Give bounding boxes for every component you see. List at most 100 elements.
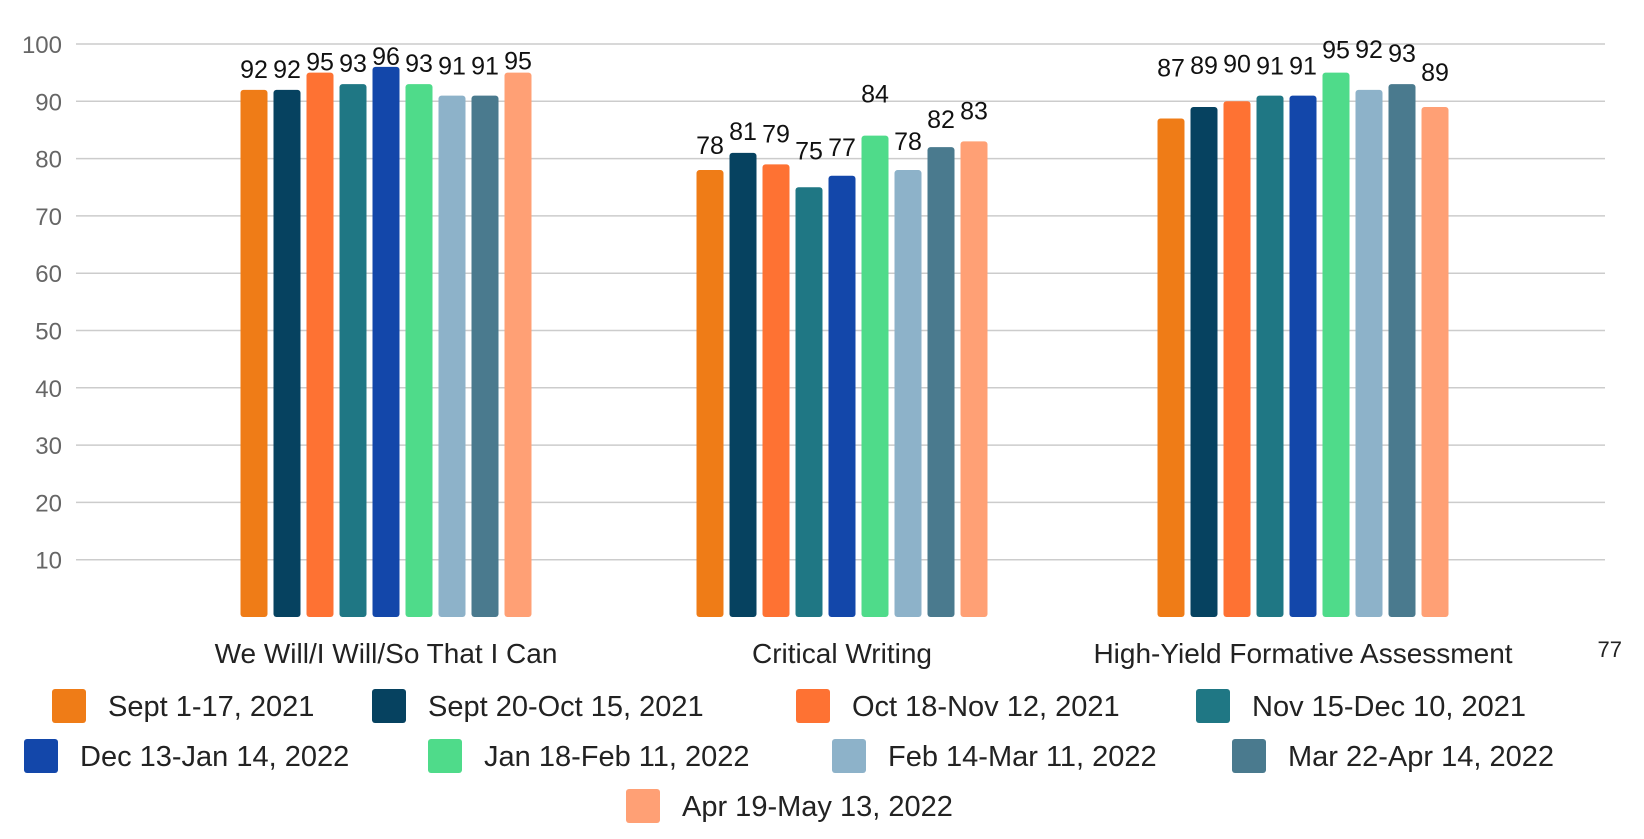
x-category-label: We Will/I Will/So That I Can — [215, 638, 558, 669]
legend-item: Sept 20-Oct 15, 2021 — [372, 689, 704, 723]
legend-swatch — [1232, 739, 1266, 773]
stray-annotation: 77 — [1598, 637, 1622, 662]
data-label: 89 — [1421, 59, 1449, 87]
data-label: 90 — [1223, 50, 1251, 78]
data-label: 93 — [339, 50, 367, 78]
data-label: 91 — [1256, 53, 1284, 81]
bar — [762, 164, 790, 617]
bar — [894, 170, 922, 617]
bar — [1289, 95, 1317, 617]
legend-swatch — [24, 739, 58, 773]
x-category-label: High-Yield Formative Assessment — [1093, 638, 1512, 669]
bar — [1223, 101, 1251, 618]
bar — [795, 187, 823, 617]
bars — [240, 66, 1449, 618]
bar — [504, 72, 532, 617]
data-label: 79 — [762, 120, 790, 148]
legend: Sept 1-17, 2021 Sept 20-Oct 15, 2021 Oct 1… — [24, 689, 1554, 823]
y-tick-label: 30 — [35, 433, 62, 460]
y-tick-label: 20 — [35, 490, 62, 517]
legend-label: Jan 18-Feb 11, 2022 — [484, 741, 750, 773]
data-label: 92 — [240, 56, 268, 84]
legend-label: Sept 1-17, 2021 — [108, 691, 314, 723]
y-tick-label: 60 — [35, 261, 62, 288]
legend-swatch — [428, 739, 462, 773]
legend-swatch — [1196, 689, 1230, 723]
bar — [1157, 118, 1185, 618]
data-label: 75 — [795, 137, 823, 165]
bar — [1256, 95, 1284, 617]
data-label: 82 — [927, 106, 955, 134]
data-label: 78 — [894, 128, 922, 156]
bar — [828, 175, 856, 618]
x-axis: We Will/I Will/So That I Can Critical Wri… — [215, 638, 1513, 669]
data-label: 81 — [729, 118, 757, 146]
bar — [1190, 107, 1218, 617]
data-label: 92 — [273, 56, 301, 84]
bar — [1421, 107, 1449, 617]
y-tick-label: 70 — [35, 204, 62, 231]
bar — [696, 170, 724, 617]
data-label: 78 — [696, 132, 724, 160]
legend-label: Apr 19-May 13, 2022 — [682, 791, 953, 823]
legend-item: Oct 18-Nov 12, 2021 — [796, 689, 1120, 723]
bar — [861, 135, 889, 617]
data-label: 84 — [861, 81, 889, 109]
legend-item: Mar 22-Apr 14, 2022 — [1232, 739, 1554, 773]
data-label: 91 — [471, 53, 499, 81]
bar — [1388, 84, 1416, 618]
legend-swatch — [832, 739, 866, 773]
legend-item: Nov 15-Dec 10, 2021 — [1196, 689, 1526, 723]
y-tick-label: 90 — [35, 89, 62, 116]
data-label: 96 — [372, 43, 400, 71]
legend-item: Jan 18-Feb 11, 2022 — [428, 739, 750, 773]
legend-label: Dec 13-Jan 14, 2022 — [80, 741, 349, 773]
x-category-label: Critical Writing — [752, 638, 932, 669]
legend-item: Feb 14-Mar 11, 2022 — [832, 739, 1157, 773]
data-label: 93 — [1388, 40, 1416, 68]
legend-swatch — [372, 689, 406, 723]
legend-item: Sept 1-17, 2021 — [52, 689, 314, 723]
y-axis: 10 20 30 40 50 60 70 80 90 100 — [22, 32, 62, 575]
bar — [960, 141, 988, 617]
legend-item: Apr 19-May 13, 2022 — [626, 789, 953, 823]
y-tick-label: 40 — [35, 376, 62, 403]
data-label: 95 — [504, 48, 532, 76]
data-label: 89 — [1190, 52, 1218, 80]
data-label: 95 — [306, 49, 334, 77]
legend-swatch — [626, 789, 660, 823]
bar — [405, 84, 433, 618]
data-label: 92 — [1355, 36, 1383, 64]
bar — [1355, 89, 1383, 618]
legend-label: Sept 20-Oct 15, 2021 — [428, 691, 704, 723]
legend-label: Nov 15-Dec 10, 2021 — [1252, 691, 1526, 723]
bar — [339, 84, 367, 618]
y-tick-label: 100 — [22, 32, 62, 59]
legend-label: Feb 14-Mar 11, 2022 — [888, 741, 1157, 773]
y-tick-label: 80 — [35, 147, 62, 174]
bar — [306, 72, 334, 617]
data-label: 95 — [1322, 37, 1350, 65]
y-tick-label: 50 — [35, 319, 62, 346]
bar — [1322, 72, 1350, 617]
y-tick-label: 10 — [35, 548, 62, 575]
data-label: 87 — [1157, 54, 1185, 82]
bar — [438, 95, 466, 617]
legend-label: Oct 18-Nov 12, 2021 — [852, 691, 1120, 723]
data-label: 91 — [1289, 53, 1317, 81]
bar — [240, 89, 268, 618]
bar — [372, 66, 400, 618]
bar — [927, 147, 955, 617]
bar — [729, 152, 757, 617]
bar — [471, 95, 499, 617]
data-label: 77 — [828, 134, 856, 162]
data-label: 83 — [960, 97, 988, 125]
data-label: 91 — [438, 53, 466, 81]
legend-swatch — [796, 689, 830, 723]
data-label: 93 — [405, 50, 433, 78]
legend-label: Mar 22-Apr 14, 2022 — [1288, 741, 1554, 773]
bar — [273, 89, 301, 618]
legend-item: Dec 13-Jan 14, 2022 — [24, 739, 349, 773]
